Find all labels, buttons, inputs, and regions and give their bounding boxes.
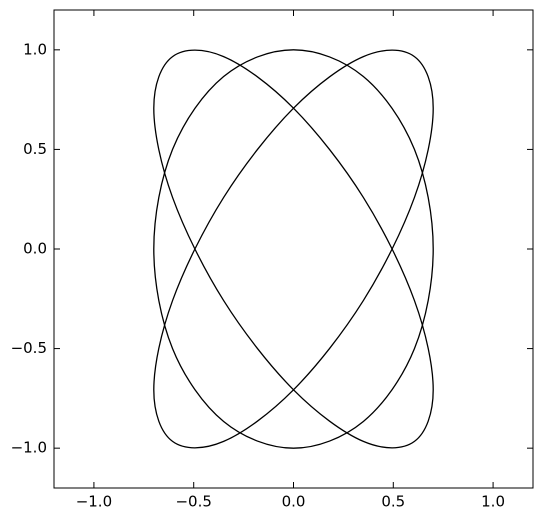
y-tick-label: 0.5 (23, 140, 47, 158)
y-tick-label: 1.0 (23, 40, 47, 58)
plot-frame (53, 9, 534, 489)
curve (153, 49, 434, 449)
curve (153, 49, 434, 449)
y-tick-label: −1.0 (11, 439, 47, 457)
x-tick-label: 0.5 (381, 493, 405, 511)
x-tick-label: 0.0 (282, 493, 306, 511)
x-tick-label: −0.5 (175, 493, 211, 511)
y-tick-label: −0.5 (11, 339, 47, 357)
y-tick-label: 0.0 (23, 240, 47, 258)
x-tick-label: 1.0 (481, 493, 505, 511)
x-tick-label: −1.0 (76, 493, 112, 511)
